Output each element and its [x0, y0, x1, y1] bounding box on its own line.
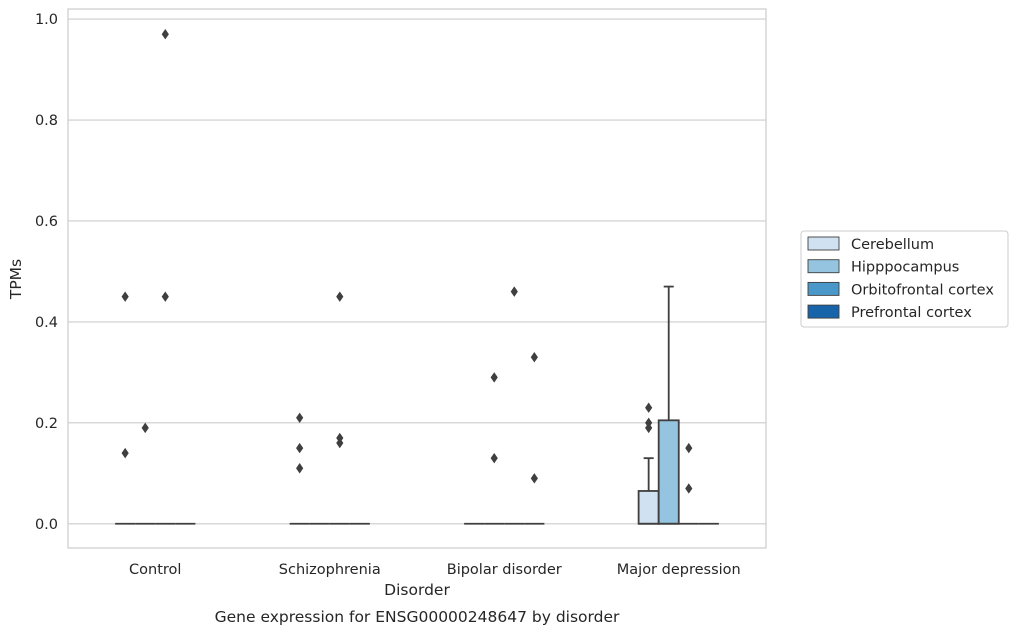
outlier-point	[685, 483, 693, 494]
y-tick-label: 0.6	[35, 214, 58, 230]
outlier-point	[141, 422, 149, 434]
outlier-point	[645, 417, 653, 429]
legend: Cerebellum Hipppocampus Orbitofrontal cort…	[800, 230, 1009, 328]
outlier-point	[336, 432, 344, 444]
boxes	[115, 285, 719, 525]
outlier-point	[161, 29, 169, 40]
legend-item: Prefrontal cortex	[807, 304, 972, 321]
box-0-3	[637, 457, 660, 525]
x-tick-label: Schizophrenia	[279, 562, 381, 578]
x-axis-title: Disorder	[384, 581, 450, 599]
outlier-point	[490, 452, 498, 464]
outliers	[121, 29, 693, 494]
x-tick-label: Bipolar disorder	[447, 562, 562, 578]
outlier-point	[121, 291, 129, 302]
plot-area-frame	[67, 8, 767, 549]
legend-label: Orbitofrontal cortex	[851, 282, 994, 298]
x-tick-label: Control	[129, 562, 181, 578]
y-tick-label: 0.8	[35, 113, 58, 129]
y-tick-label: 1.0	[35, 12, 58, 28]
box-rect	[657, 419, 680, 525]
outlier-point	[161, 291, 169, 302]
outlier-point	[685, 442, 693, 454]
legend-item: Cerebellum	[807, 236, 934, 253]
outlier-point	[121, 447, 129, 459]
outlier-point	[336, 291, 344, 302]
y-tick-label: 0.0	[35, 517, 58, 533]
x-tick-label: Major depression	[617, 562, 741, 578]
outlier-point	[296, 463, 304, 474]
legend-swatch	[807, 304, 840, 319]
y-tick-label: 0.4	[35, 315, 58, 331]
legend-frame	[800, 230, 1009, 328]
legend-label: Cerebellum	[851, 237, 934, 253]
y-tick-label: 0.2	[35, 416, 58, 432]
x-axis-ticks: Control Schizophrenia Bipolar disorder Majo…	[129, 562, 741, 578]
legend-item: Hipppocampus	[807, 259, 959, 276]
outlier-point	[296, 412, 304, 423]
legend-swatch	[807, 236, 840, 251]
y-axis-title: TPMs	[7, 259, 25, 300]
legend-label: Hipppocampus	[851, 260, 959, 276]
chart-caption: Gene expression for ENSG00000248647 by d…	[215, 608, 620, 626]
outlier-point	[296, 442, 304, 454]
y-axis-ticks: 0.0 0.2 0.4 0.6 0.8 1.0	[35, 12, 58, 533]
box-1-3	[657, 285, 680, 525]
outlier-point	[530, 352, 538, 363]
outlier-point	[510, 286, 518, 297]
legend-swatch	[807, 281, 840, 296]
outlier-point	[645, 402, 653, 413]
legend-label: Prefrontal cortex	[851, 305, 972, 321]
box-rect	[637, 490, 660, 525]
legend-swatch	[807, 259, 840, 274]
legend-item: Orbitofrontal cortex	[807, 281, 994, 298]
outlier-point	[530, 473, 538, 484]
outlier-point	[490, 372, 498, 383]
